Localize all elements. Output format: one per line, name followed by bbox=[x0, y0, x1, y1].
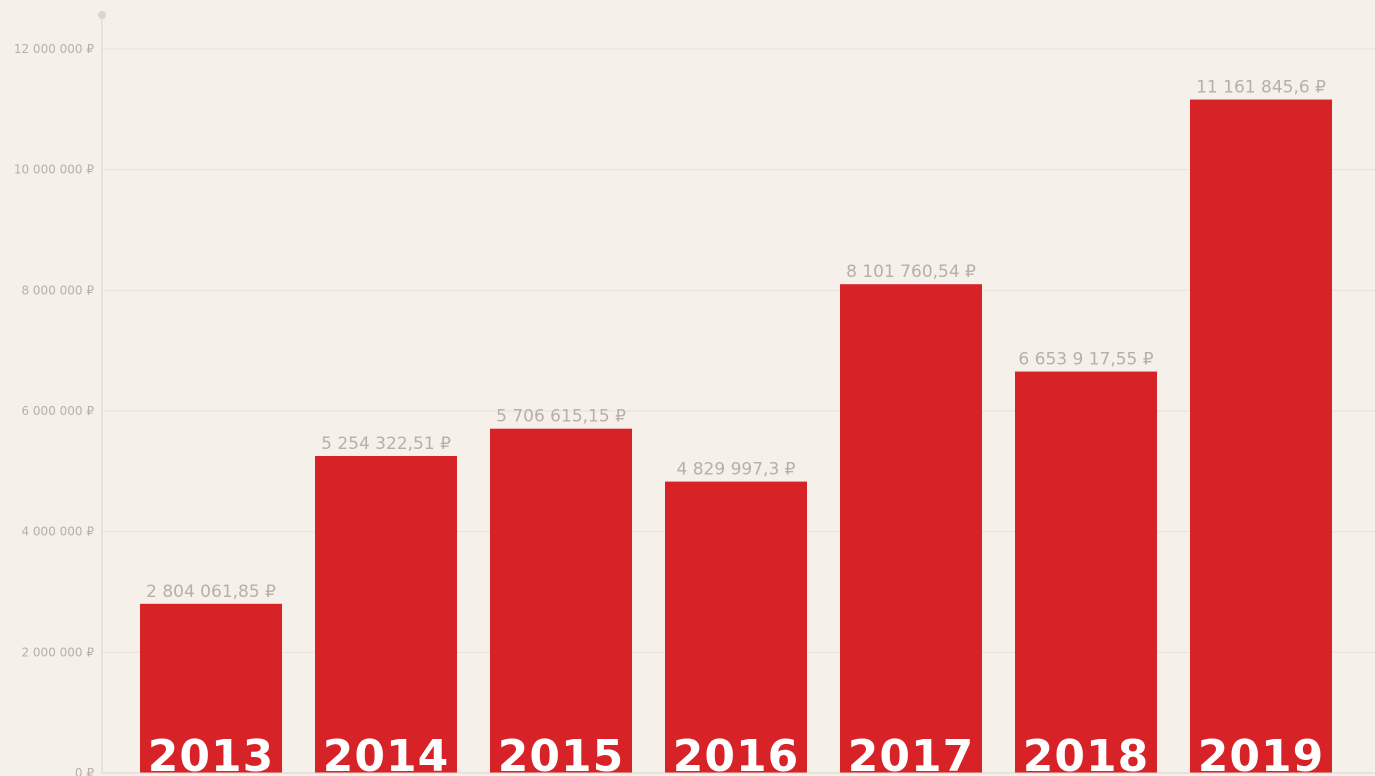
category-label-2013: 2013 bbox=[148, 731, 274, 776]
y-axis-ticks: 0 ₽ 2 000 000 ₽ 4 000 000 ₽ 6 000 000 ₽ 8 00… bbox=[14, 42, 95, 776]
category-label-2015: 2015 bbox=[498, 731, 624, 776]
grid-lines bbox=[102, 48, 1375, 653]
y-tick-label: 8 000 000 ₽ bbox=[21, 283, 94, 297]
category-label-2016: 2016 bbox=[673, 731, 799, 776]
data-label-2018: 6 653 9 17,55 ₽ bbox=[1018, 350, 1153, 370]
category-label-2014: 2014 bbox=[323, 731, 449, 776]
data-labels: 2 804 061,85 ₽ 5 254 322,51 ₽ 5 706 615,15… bbox=[146, 78, 1326, 602]
y-tick-label: 4 000 000 ₽ bbox=[21, 525, 94, 539]
data-label-2014: 5 254 322,51 ₽ bbox=[321, 434, 451, 454]
bar-2016 bbox=[665, 481, 807, 773]
bar-2018 bbox=[1015, 371, 1157, 773]
y-tick-label: 10 000 000 ₽ bbox=[14, 163, 95, 177]
bar-2013 bbox=[140, 603, 282, 773]
bars bbox=[140, 99, 1332, 773]
y-tick-label: 12 000 000 ₽ bbox=[14, 42, 95, 56]
data-label-2019: 11 161 845,6 ₽ bbox=[1196, 78, 1326, 98]
data-label-2013: 2 804 061,85 ₽ bbox=[146, 582, 276, 602]
category-label-2019: 2019 bbox=[1198, 731, 1324, 776]
category-label-2017: 2017 bbox=[848, 731, 974, 776]
data-label-2016: 4 829 997,3 ₽ bbox=[677, 460, 796, 480]
bar-2014 bbox=[315, 455, 457, 773]
data-label-2017: 8 101 760,54 ₽ bbox=[846, 262, 976, 282]
data-label-2015: 5 706 615,15 ₽ bbox=[496, 407, 626, 427]
y-tick-label: 6 000 000 ₽ bbox=[21, 404, 94, 418]
category-label-2018: 2018 bbox=[1023, 731, 1149, 776]
bar-2019 bbox=[1190, 99, 1332, 773]
bar-2017 bbox=[840, 284, 982, 773]
category-labels: 2013 2014 2015 2016 2017 2018 2019 bbox=[148, 731, 1324, 776]
y-tick-label: 0 ₽ bbox=[75, 766, 94, 776]
y-tick-label: 2 000 000 ₽ bbox=[21, 645, 94, 659]
bar-2015 bbox=[490, 428, 632, 773]
y-axis-cap bbox=[98, 11, 106, 19]
